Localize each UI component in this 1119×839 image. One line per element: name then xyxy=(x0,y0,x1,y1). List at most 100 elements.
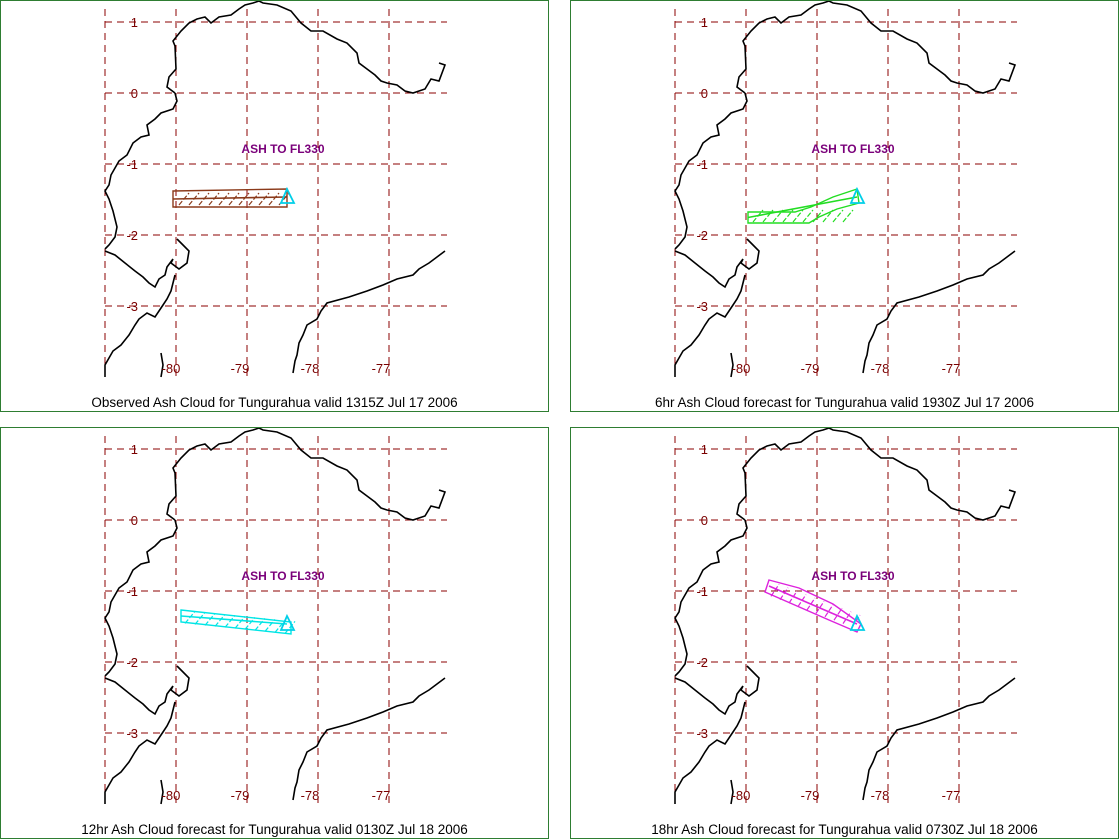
coastline xyxy=(160,352,164,378)
longitude-label: -78 xyxy=(301,361,320,376)
map-canvas: 1 0 -1 -2 -3 -80 -79 -78 -77 ASH TO FL330 xyxy=(104,428,447,806)
longitude-label: -78 xyxy=(301,788,320,803)
ash-cloud-hatch xyxy=(832,209,844,223)
longitude-label: -80 xyxy=(162,788,181,803)
coastline xyxy=(104,701,176,804)
longitude-label: -78 xyxy=(871,361,890,376)
coastline xyxy=(736,428,1017,521)
ash-cloud-hatch xyxy=(833,607,843,621)
ash-cloud-hatch xyxy=(772,209,784,223)
latitude-label: -2 xyxy=(126,655,138,670)
coastline xyxy=(674,274,746,377)
ash-cloud xyxy=(172,188,290,208)
coastline xyxy=(736,1,1017,94)
coastline xyxy=(104,665,190,716)
coastline xyxy=(166,428,447,521)
ash-cloud xyxy=(180,609,296,635)
ash-cloud-axis xyxy=(768,585,858,625)
ash-cloud-hatch xyxy=(264,619,276,632)
ash-cloud-hatch xyxy=(244,617,256,630)
coastline xyxy=(730,352,734,378)
coastline xyxy=(862,677,1016,801)
latitude-label: 0 xyxy=(701,86,708,101)
ash-cloud-hatch xyxy=(274,620,286,633)
panel-caption: Observed Ash Cloud for Tungurahua valid … xyxy=(91,395,458,410)
ash-cloud-hatch xyxy=(248,192,260,206)
coastline xyxy=(292,677,446,801)
latitude-label: -2 xyxy=(696,228,708,243)
longitude-label: -80 xyxy=(732,788,751,803)
map-panel-observed: 1 0 -1 -2 -3 -80 -79 -78 -77 ASH TO FL330 Observe… xyxy=(0,0,549,412)
latitude-label: 0 xyxy=(131,513,138,528)
longitude-label: -79 xyxy=(231,788,250,803)
ash-cloud-hatch xyxy=(214,614,226,627)
longitude-label: -77 xyxy=(372,788,391,803)
ash-height-label: ASH TO FL330 xyxy=(241,142,324,156)
latitude-label: -1 xyxy=(126,584,138,599)
ash-cloud-hatch xyxy=(194,612,206,625)
coastline xyxy=(166,1,447,94)
latitude-label: 1 xyxy=(701,442,708,457)
ash-height-label: ASH TO FL330 xyxy=(811,142,894,156)
ash-cloud-hatch xyxy=(218,192,230,206)
latitude-label: -1 xyxy=(696,584,708,599)
longitude-label: -77 xyxy=(372,361,391,376)
map-panel-18hr: 1 0 -1 -2 -3 -80 -79 -78 -77 ASH TO FL330 18hr As… xyxy=(570,427,1119,839)
triangle-volcano-icon xyxy=(849,613,866,631)
map-canvas: 1 0 -1 -2 -3 -80 -79 -78 -77 ASH TO FL330 xyxy=(674,1,1017,379)
latitude-label: -3 xyxy=(696,726,708,741)
ash-cloud-axis xyxy=(747,196,858,219)
ash-cloud-hatch xyxy=(284,621,296,634)
ash-cloud xyxy=(764,579,862,633)
coastline xyxy=(730,779,734,805)
triangle-volcano-icon xyxy=(279,613,296,631)
map-panel-6hr: 1 0 -1 -2 -3 -80 -79 -78 -77 ASH TO FL330 6hr Ash… xyxy=(570,0,1119,412)
panel-caption: 18hr Ash Cloud forecast for Tungurahua v… xyxy=(651,822,1038,837)
ash-cloud-hatch xyxy=(792,209,804,223)
ash-cloud-hatch xyxy=(770,583,780,597)
ash-cloud-hatch xyxy=(812,209,824,223)
ash-cloud-hatch xyxy=(224,615,236,628)
ash-cloud-outline xyxy=(172,188,288,208)
ash-cloud-hatch xyxy=(762,209,774,223)
ash-cloud-hatch xyxy=(842,209,854,223)
latitude-label: -1 xyxy=(696,157,708,172)
coastline xyxy=(104,238,190,289)
latitude-label: 1 xyxy=(701,15,708,30)
ash-cloud-outline xyxy=(747,188,860,224)
latitude-label: -3 xyxy=(126,726,138,741)
map-canvas: 1 0 -1 -2 -3 -80 -79 -78 -77 ASH TO FL330 xyxy=(104,1,447,379)
latitude-label: -1 xyxy=(126,157,138,172)
ash-cloud-hatch xyxy=(842,611,852,624)
latitude-label: -3 xyxy=(696,299,708,314)
ash-cloud-hatch xyxy=(204,613,216,626)
ash-cloud-hatch xyxy=(824,604,834,618)
ash-cloud-hatch xyxy=(802,209,814,223)
ash-cloud-hatch xyxy=(268,192,280,206)
ash-cloud-outline xyxy=(764,579,862,633)
panel-caption: 6hr Ash Cloud forecast for Tungurahua va… xyxy=(655,395,1034,410)
map-panel-12hr: 1 0 -1 -2 -3 -80 -79 -78 -77 ASH TO FL330 12hr As… xyxy=(0,427,549,839)
ash-cloud-axis xyxy=(180,615,288,625)
latitude-label: -2 xyxy=(126,228,138,243)
longitude-label: -79 xyxy=(231,361,250,376)
latitude-label: 1 xyxy=(131,442,138,457)
latitude-label: 0 xyxy=(701,513,708,528)
longitude-label: -79 xyxy=(801,788,820,803)
triangle-volcano-icon xyxy=(279,186,296,204)
coastline xyxy=(292,250,446,374)
ash-cloud-axis xyxy=(172,196,288,200)
ash-cloud-hatch xyxy=(238,192,250,206)
ash-cloud xyxy=(747,188,860,224)
longitude-label: -79 xyxy=(801,361,820,376)
ash-cloud-hatch xyxy=(228,192,240,206)
ash-cloud-hatch xyxy=(779,587,789,601)
coastline xyxy=(674,238,760,289)
longitude-label: -77 xyxy=(942,361,961,376)
coastline xyxy=(674,92,748,250)
triangle-volcano-icon xyxy=(849,186,866,204)
coastline xyxy=(674,519,748,677)
longitude-label: -77 xyxy=(942,788,961,803)
ash-cloud-hatch xyxy=(234,616,246,629)
ash-cloud-hatch xyxy=(258,192,270,206)
